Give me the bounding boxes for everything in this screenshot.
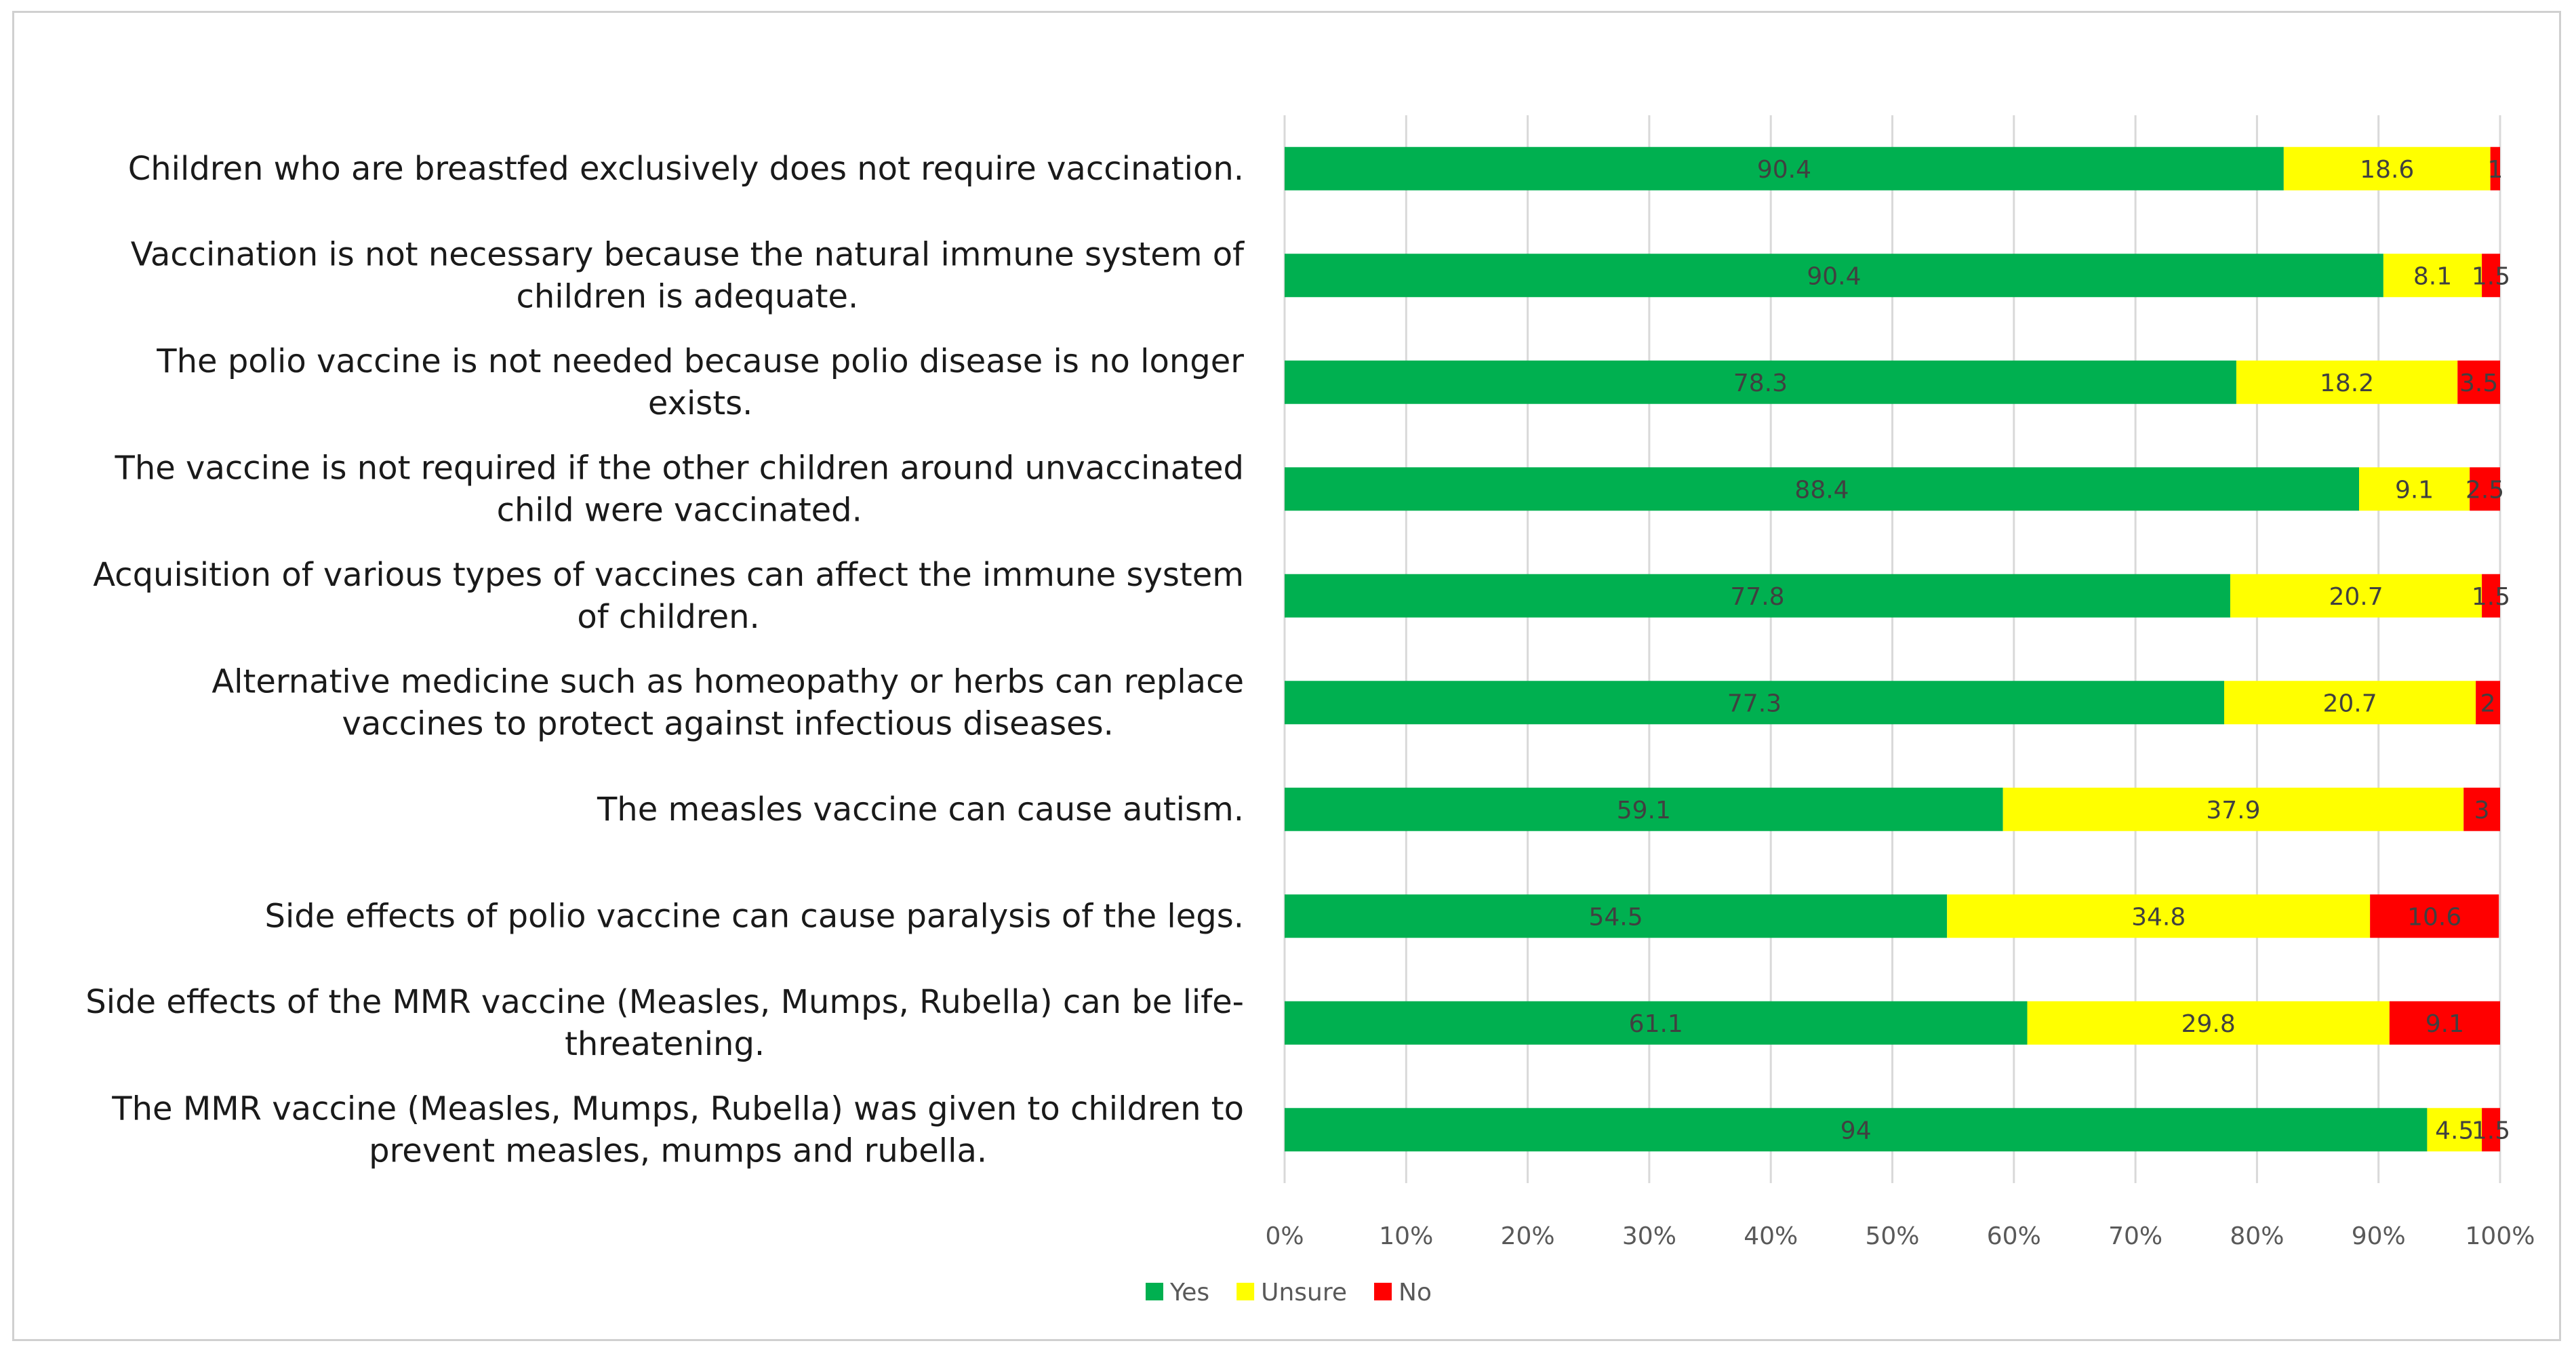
- data-label-yes: 77.3: [1727, 690, 1782, 717]
- bar-segment-yes: [1285, 360, 2236, 404]
- bar-segment-yes: [1285, 681, 2224, 725]
- bar-segment-no: [2470, 467, 2500, 511]
- data-label-yes: 59.1: [1617, 797, 1671, 824]
- data-label-no: 3.5: [2459, 370, 2498, 397]
- x-tick-label: 0%: [1265, 1222, 1304, 1250]
- data-label-yes: 54.5: [1589, 903, 1643, 931]
- legend-label-unsure: Unsure: [1261, 1279, 1347, 1307]
- bar-segment-no: [2482, 574, 2500, 618]
- data-label-yes: 77.8: [1730, 583, 1784, 611]
- x-tick-label: 20%: [1501, 1222, 1555, 1250]
- bar-segment-no: [2476, 681, 2500, 725]
- data-label-yes: 90.4: [1757, 156, 1811, 184]
- bar-segment-no: [2389, 1001, 2500, 1045]
- x-tick-label: 60%: [1987, 1222, 2041, 1250]
- data-label-unsure: 9.1: [2395, 476, 2434, 504]
- category-label: The polio vaccine is not needed because …: [156, 342, 1244, 380]
- data-label-unsure: 18.6: [2360, 156, 2414, 184]
- category-label: Children who are breastfed exclusively d…: [128, 150, 1244, 188]
- category-label: threatening.: [565, 1025, 765, 1063]
- data-label-yes: 94: [1840, 1117, 1872, 1144]
- bar-segment-yes: [1285, 254, 2383, 298]
- category-label: of children.: [577, 598, 759, 636]
- data-label-yes: 61.1: [1629, 1010, 1683, 1038]
- legend-swatch-unsure: [1236, 1283, 1255, 1300]
- category-label: The vaccine is not required if the other…: [115, 449, 1245, 487]
- category-labels: Children who are breastfed exclusively d…: [85, 150, 1245, 1170]
- bar-segment-unsure: [2027, 1001, 2390, 1045]
- data-label-unsure: 20.7: [2322, 690, 2377, 717]
- bar-segment-no: [2482, 1108, 2500, 1152]
- data-label-yes: 78.3: [1733, 370, 1788, 397]
- legend-swatch-yes: [1146, 1283, 1163, 1300]
- category-label: The measles vaccine can cause autism.: [597, 791, 1244, 829]
- category-label: Vaccination is not necessary because the…: [131, 235, 1245, 273]
- category-label: Side effects of polio vaccine can cause …: [264, 897, 1244, 935]
- data-label-no: 1.5: [2472, 262, 2510, 290]
- data-label-unsure: 37.9: [2206, 797, 2260, 824]
- legend-label-no: No: [1398, 1279, 1432, 1307]
- category-label: Acquisition of various types of vaccines…: [93, 556, 1244, 594]
- x-tick-label: 40%: [1744, 1222, 1798, 1250]
- bar-segment-yes: [1285, 787, 2003, 831]
- category-label: prevent measles, mumps and rubella.: [369, 1132, 987, 1170]
- data-label-no: 9.1: [2426, 1010, 2464, 1038]
- x-tick-label: 70%: [2108, 1222, 2162, 1250]
- bar-segment-yes: [1285, 146, 2284, 191]
- data-label-yes: 88.4: [1794, 476, 1849, 504]
- data-label-unsure: 8.1: [2413, 262, 2452, 290]
- x-tick-label: 10%: [1379, 1222, 1433, 1250]
- legend-swatch-no: [1374, 1283, 1392, 1300]
- category-label: vaccines to protect against infectious d…: [342, 704, 1113, 742]
- category-label: Side effects of the MMR vaccine (Measles…: [85, 983, 1244, 1021]
- bar-segment-unsure: [2236, 360, 2458, 404]
- x-tick-label: 30%: [1622, 1222, 1676, 1250]
- data-label-no: 2.5: [2466, 476, 2504, 504]
- category-label: exists.: [648, 384, 753, 422]
- data-label-no: 1: [2487, 156, 2503, 184]
- bar-segment-unsure: [2359, 467, 2470, 511]
- bar-segment-unsure: [2003, 787, 2464, 831]
- legend: Yes Unsure No: [1146, 1279, 1432, 1307]
- category-label: children is adequate.: [516, 277, 858, 315]
- bar-segment-yes: [1285, 894, 1948, 938]
- x-tick-label: 80%: [2230, 1222, 2284, 1250]
- category-label: The MMR vaccine (Measles, Mumps, Rubella…: [111, 1090, 1244, 1128]
- bar-segment-yes: [1285, 1001, 2028, 1045]
- bar-segment-unsure: [2223, 681, 2476, 725]
- data-label-unsure: 20.7: [2329, 583, 2383, 611]
- bar-segment-yes: [1285, 574, 2230, 618]
- bar-segment-yes: [1285, 467, 2360, 511]
- bars: 90.4 18.6 1 90.4 8.1 1.5 78.3 18.2 3.5 88.4 9.1 2.5…: [1285, 146, 2510, 1152]
- x-axis-ticks: 0% 10% 20% 30% 40% 50% 60% 70% 80% 90% 100%: [1265, 1222, 2535, 1250]
- legend-label-yes: Yes: [1169, 1279, 1209, 1307]
- category-label: child were vaccinated.: [497, 491, 862, 529]
- data-label-no: 1.5: [2472, 1117, 2510, 1144]
- category-label: Alternative medicine such as homeopathy …: [212, 662, 1244, 700]
- data-label-unsure: 29.8: [2181, 1010, 2236, 1038]
- bar-segment-unsure: [2427, 1108, 2482, 1152]
- bar-segment-no: [2482, 254, 2500, 298]
- x-tick-label: 100%: [2466, 1222, 2535, 1250]
- data-label-unsure: 18.2: [2320, 370, 2374, 397]
- bar-segment-no: [2457, 360, 2500, 404]
- bar-segment-no: [2463, 787, 2500, 831]
- data-label-unsure: 34.8: [2131, 903, 2186, 931]
- bar-segment-yes: [1285, 1108, 2428, 1152]
- bar-segment-no: [2490, 146, 2500, 191]
- data-label-no: 2: [2480, 690, 2496, 717]
- bar-segment-no: [2370, 894, 2499, 938]
- data-label-unsure: 4.5: [2435, 1117, 2474, 1144]
- x-tick-label: 90%: [2352, 1222, 2406, 1250]
- data-label-no: 3: [2474, 797, 2490, 824]
- bar-segment-unsure: [2230, 574, 2482, 618]
- bar-segment-unsure: [2283, 146, 2491, 191]
- x-tick-label: 50%: [1865, 1222, 1919, 1250]
- data-label-yes: 90.4: [1807, 262, 1861, 290]
- bar-segment-unsure: [2383, 254, 2482, 298]
- bar-segment-unsure: [1947, 894, 2371, 938]
- data-label-no: 1.5: [2472, 583, 2510, 611]
- data-label-no: 10.6: [2407, 903, 2461, 931]
